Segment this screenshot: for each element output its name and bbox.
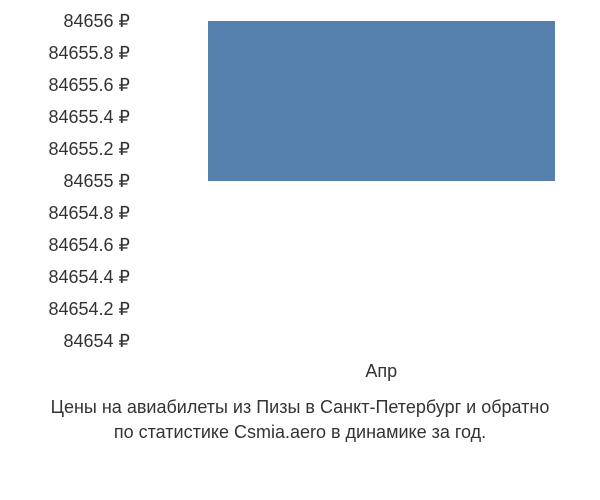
y-tick-label: 84654.4 ₽ xyxy=(0,261,140,293)
y-tick-label: 84655.2 ₽ xyxy=(0,133,140,165)
y-axis: 84656 ₽ 84655.8 ₽ 84655.6 ₽ 84655.4 ₽ 84… xyxy=(0,5,140,357)
bar xyxy=(208,21,555,181)
y-tick-label: 84654.8 ₽ xyxy=(0,197,140,229)
y-tick-label: 84654.6 ₽ xyxy=(0,229,140,261)
y-tick-label: 84656 ₽ xyxy=(0,5,140,37)
plot-area xyxy=(145,5,595,357)
caption-line-2: по статистике Csmia.aero в динамике за г… xyxy=(0,420,600,445)
y-tick-label: 84655.8 ₽ xyxy=(0,37,140,69)
chart-container: 84656 ₽ 84655.8 ₽ 84655.6 ₽ 84655.4 ₽ 84… xyxy=(0,0,600,500)
y-tick-label: 84655 ₽ xyxy=(0,165,140,197)
caption-line-1: Цены на авиабилеты из Пизы в Санкт-Петер… xyxy=(0,395,600,420)
y-tick-label: 84655.6 ₽ xyxy=(0,69,140,101)
y-tick-label: 84655.4 ₽ xyxy=(0,101,140,133)
y-tick-label: 84654.2 ₽ xyxy=(0,293,140,325)
chart-caption: Цены на авиабилеты из Пизы в Санкт-Петер… xyxy=(0,395,600,445)
y-tick-label: 84654 ₽ xyxy=(0,325,140,357)
x-tick-label: Апр xyxy=(365,361,397,382)
